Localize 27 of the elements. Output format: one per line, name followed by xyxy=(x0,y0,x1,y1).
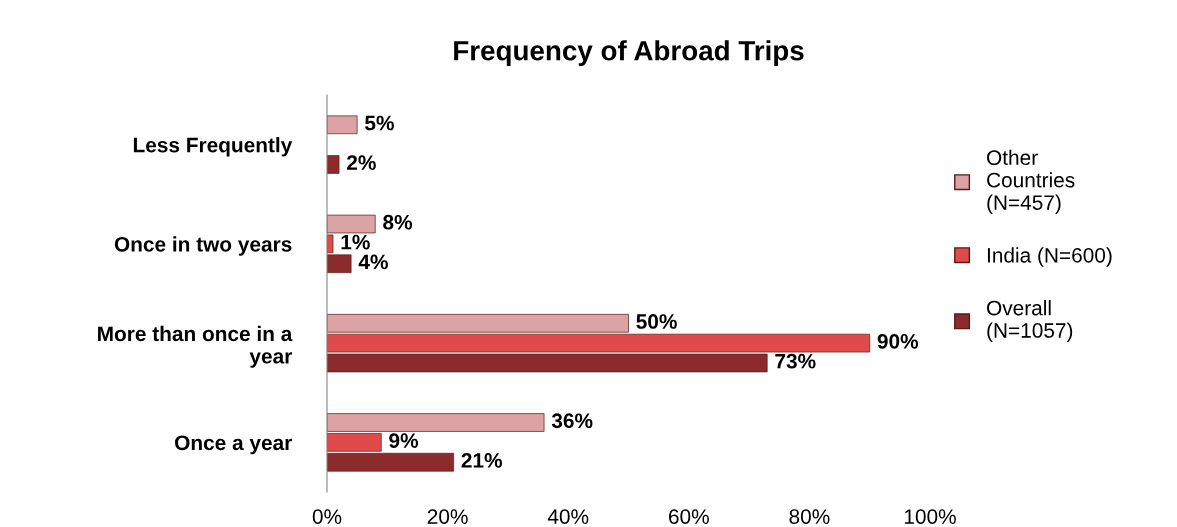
x-tick-label: 60% xyxy=(669,509,709,524)
data-label: 21% xyxy=(461,453,503,468)
data-label: 4% xyxy=(358,254,388,270)
bar xyxy=(327,155,340,174)
data-label: 50% xyxy=(636,314,677,329)
y-tick-label: Less Frequently xyxy=(133,137,293,157)
y-tick-label: Once a year xyxy=(175,435,292,455)
chart-title: Frequency of Abroad Trips xyxy=(454,40,804,67)
data-label: 90% xyxy=(877,333,919,349)
x-tick-label: 80% xyxy=(789,509,830,524)
bar xyxy=(327,115,358,135)
x-tick-label: 40% xyxy=(547,509,589,524)
data-label: 8% xyxy=(383,214,413,230)
data-label: 73% xyxy=(775,353,816,369)
x-tick-label: 20% xyxy=(427,509,468,524)
data-label: 1% xyxy=(341,234,370,250)
x-tick-label: 100% xyxy=(904,509,956,524)
legend-label: India (N=600) xyxy=(987,247,1112,267)
data-label: 2% xyxy=(347,155,376,171)
data-label: 9% xyxy=(389,433,419,448)
data-label: 5% xyxy=(365,115,394,131)
x-tick-label: 0% xyxy=(312,509,342,524)
legend-label: Overall (N=1057) xyxy=(987,300,1073,342)
data-label: 36% xyxy=(551,413,593,429)
y-tick-label: More than once in a year xyxy=(98,325,293,368)
legend-label: Other Countries (N=457) xyxy=(987,149,1075,215)
y-tick-label: Once in two years xyxy=(114,236,292,256)
